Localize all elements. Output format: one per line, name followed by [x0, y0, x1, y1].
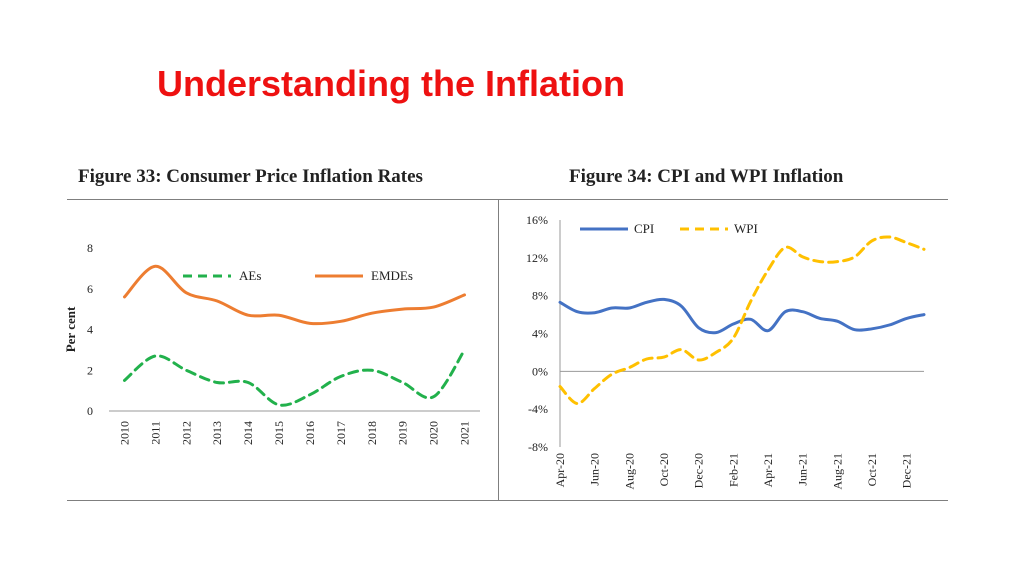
y-tick-label-4: -4% [528, 402, 548, 416]
y-tick-label-8: 8% [532, 289, 548, 303]
y-tick-label-16: 16% [526, 213, 548, 227]
x-tick-label-jun-20: Jun-20 [588, 453, 602, 486]
x-tick-label-apr-20: Apr-20 [553, 453, 567, 487]
x-tick-label-oct-21: Oct-21 [865, 453, 879, 486]
x-tick-label-2021: 2021 [458, 421, 472, 445]
legend-label-aes: AEs [239, 268, 261, 283]
y-tick-label-4: 4 [87, 323, 93, 337]
y-tick-label-2: 2 [87, 363, 93, 377]
y-tick-label-6: 6 [87, 282, 93, 296]
x-tick-label-apr-21: Apr-21 [761, 453, 775, 487]
x-tick-label-2012: 2012 [179, 421, 193, 445]
x-tick-label-dec-20: Dec-20 [692, 453, 706, 488]
legend-label-emdes: EMDEs [371, 268, 413, 283]
y-tick-label-0: 0 [87, 404, 93, 418]
x-tick-label-2017: 2017 [334, 421, 348, 445]
series-line-wpi [558, 235, 926, 405]
x-tick-label-2016: 2016 [303, 421, 317, 445]
figure-34-chart: -8% -4% 0% 4% 8% 12% 16% Apr-20 Jun-20 Aug-20 Oct-… [526, 213, 926, 490]
x-tick-label-2020: 2020 [427, 421, 441, 445]
x-tick-label-aug-20: Aug-20 [622, 453, 636, 490]
y-tick-label-12: 12% [526, 251, 548, 265]
x-tick-label-2015: 2015 [272, 421, 286, 445]
x-tick-label-2011: 2011 [148, 421, 162, 445]
x-tick-label-2013: 2013 [210, 421, 224, 445]
x-tick-label-2018: 2018 [365, 421, 379, 445]
legend-label-wpi: WPI [734, 221, 758, 236]
y-tick-label-4: 4% [532, 327, 548, 341]
series-line-emdes [123, 264, 466, 326]
top-rule [67, 199, 948, 200]
figure-divider [498, 199, 499, 501]
x-tick-label-2010: 2010 [117, 421, 131, 445]
x-tick-label-dec-21: Dec-21 [900, 453, 914, 488]
legend-label-cpi: CPI [634, 221, 654, 236]
x-tick-label-aug-21: Aug-21 [830, 453, 844, 490]
x-tick-label-jun-21: Jun-21 [796, 453, 810, 486]
figure-34-title: Figure 34: CPI and WPI Inflation [569, 166, 844, 187]
bottom-rule [67, 500, 948, 501]
figure-33-title: Figure 33: Consumer Price Inflation Rate… [78, 166, 423, 187]
series-line-aes [123, 348, 466, 407]
y-tick-label-0: 0% [532, 364, 548, 378]
x-tick-label-feb-21: Feb-21 [726, 453, 740, 487]
figure-33-chart: 2010 2011 2012 2013 2014 2015 2016 2017 2018 2019… [63, 241, 480, 445]
x-tick-label-2014: 2014 [241, 421, 255, 445]
x-tick-label-2019: 2019 [396, 421, 410, 445]
y-tick-label-8: -8% [528, 440, 548, 454]
series-line-cpi [558, 297, 926, 335]
y-tick-label-8: 8 [87, 241, 93, 255]
y-axis-label: Per cent [63, 306, 78, 352]
slide-title: Understanding the Inflation [157, 63, 625, 104]
x-tick-label-oct-20: Oct-20 [657, 453, 671, 486]
